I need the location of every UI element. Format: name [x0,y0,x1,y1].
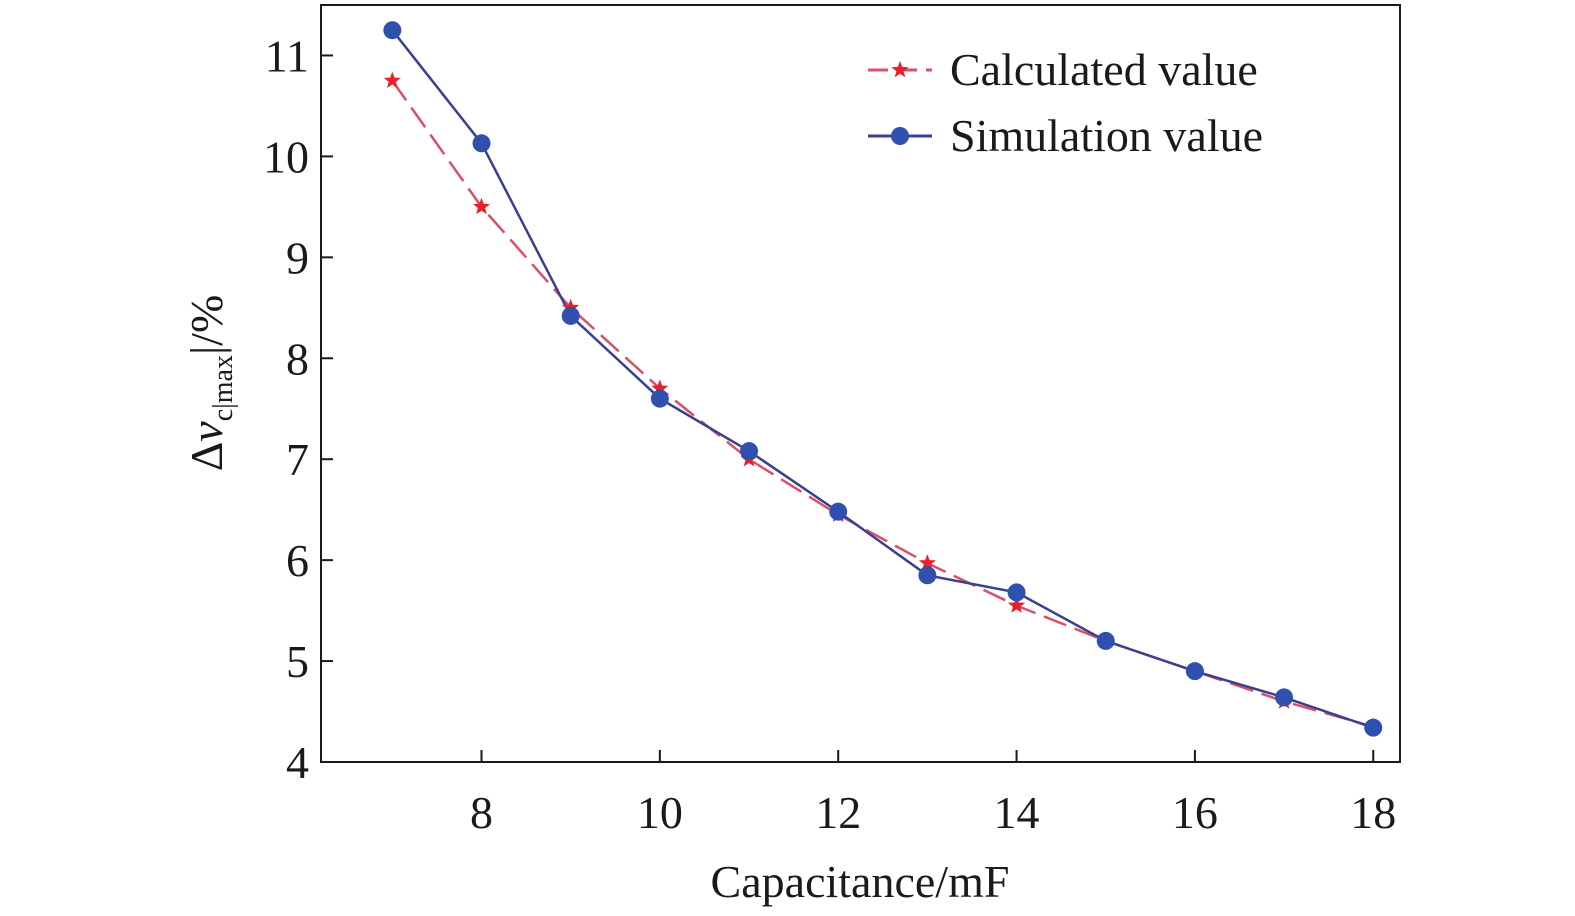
data-point-simulation [1275,688,1294,707]
y-axis-title-unit: /% [181,295,232,346]
data-point-simulation [472,134,491,153]
data-point-simulation [918,566,937,585]
legend: Calculated value Simulation value [868,44,1263,161]
data-point-simulation [561,306,580,325]
y-tick-label: 9 [286,232,309,283]
y-tick-label: 10 [263,131,309,182]
plot-frame [320,4,1401,763]
y-axis-title-var: v [181,421,232,442]
y-tick-label: 8 [286,333,309,384]
y-axis-title-bar-close: | [181,346,232,355]
series-layer [383,21,1383,737]
data-point-simulation [1185,662,1204,681]
data-point-simulation [1096,631,1115,650]
legend-label-simulation: Simulation value [950,110,1263,161]
x-tick-label: 18 [1350,787,1396,838]
y-axis-title-subscript: c|max [208,355,239,421]
data-point-simulation [1364,718,1383,737]
y-axis-title: Δvc|max|/% [181,295,239,472]
legend-marker-simulation [891,127,909,145]
legend-marker-calculated [891,61,909,78]
svg-text:Δvc|max|/%: Δvc|max|/% [181,295,239,472]
data-point-simulation [650,389,669,408]
y-tick-label: 5 [286,636,309,687]
series-line-simulation [391,29,1374,729]
data-point-calculated [473,197,491,215]
data-point-calculated [383,71,401,88]
series-line-calculated [391,79,1374,728]
x-tick-label: 14 [994,787,1040,838]
data-point-simulation [383,21,402,40]
data-point-simulation [829,502,848,521]
x-tick-label: 10 [637,787,683,838]
x-axis-ticks: 8 10 12 14 16 18 [470,750,1396,838]
data-point-simulation [1007,583,1026,602]
x-tick-label: 8 [470,787,493,838]
x-tick-label: 12 [815,787,861,838]
y-axis-title-delta: Δ [181,442,232,472]
y-tick-label: 7 [286,434,309,485]
data-point-simulation [740,442,759,461]
y-tick-label: 11 [265,30,309,81]
y-tick-label: 4 [286,737,309,788]
x-tick-label: 16 [1172,787,1218,838]
x-axis-title: Capacitance/mF [711,856,1010,907]
data-point-calculated [651,379,669,396]
data-point-calculated [918,554,936,571]
data-point-calculated [1008,596,1026,613]
y-axis-ticks: 4 5 6 7 8 9 10 11 [263,30,333,788]
y-tick-label: 6 [286,535,309,586]
legend-label-calculated: Calculated value [950,44,1258,95]
